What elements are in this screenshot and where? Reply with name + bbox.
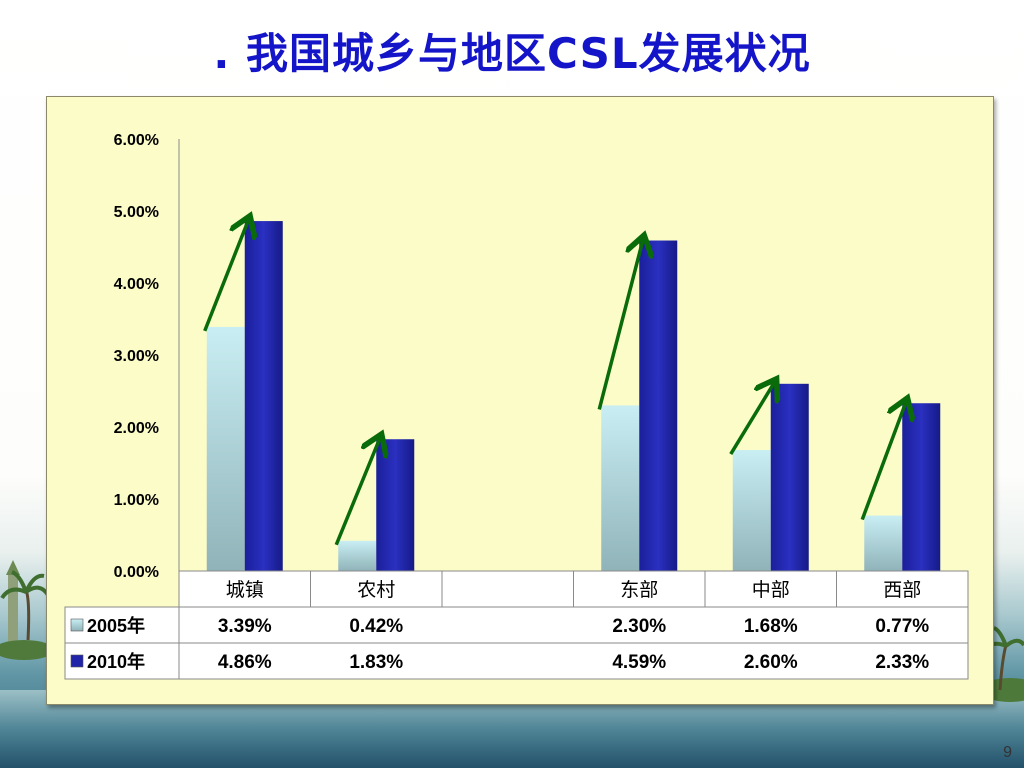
bar-2005: [864, 515, 903, 571]
bar-2005: [601, 405, 640, 571]
bar-2005: [732, 450, 771, 571]
data-value-label: 2.33%: [875, 652, 929, 673]
table-row: [64, 642, 969, 680]
y-tick-label: 1.00%: [114, 492, 159, 509]
data-value-label: 4.86%: [218, 652, 272, 673]
slide-title: . 我国城乡与地区CSL发展状况: [213, 29, 811, 78]
data-value-label: 4.59%: [612, 652, 666, 673]
legend-swatch: [70, 618, 84, 632]
category-label: 农村: [357, 579, 395, 601]
bar-2010: [770, 383, 809, 571]
y-tick-label: 2.00%: [114, 420, 159, 437]
table-row: [64, 606, 969, 644]
data-value-label: 2.30%: [612, 616, 666, 637]
data-value-label: 2.60%: [744, 652, 798, 673]
y-tick-label: 4.00%: [114, 276, 159, 293]
y-tick-label: 6.00%: [114, 132, 159, 149]
data-value-label: 0.42%: [349, 616, 403, 637]
growth-arrow-icon: [203, 219, 249, 332]
data-value-label: 3.39%: [218, 616, 272, 637]
data-value-label: 0.77%: [875, 616, 929, 637]
bar-2005: [338, 540, 377, 571]
bar-chart: 0.00% 1.00% 2.00% 3.00% 4.00% 5.00% 6.00% 城镇 农村 东…: [64, 132, 969, 680]
data-value-label: 1.83%: [349, 652, 403, 673]
legend-label: 2005年: [87, 615, 145, 636]
y-tick-label: 3.00%: [114, 348, 159, 365]
growth-arrow-icon: [334, 437, 380, 546]
category-label: 西部: [883, 579, 921, 601]
bar-2010: [902, 403, 941, 571]
bar-2010: [376, 439, 415, 571]
palm-tree-left-icon: [0, 560, 54, 660]
data-value-label: 1.68%: [744, 616, 798, 637]
bar-2010: [244, 221, 283, 571]
category-label: 中部: [752, 579, 790, 601]
growth-arrow-icon: [860, 401, 906, 521]
category-label: 城镇: [226, 579, 264, 601]
chart-panel: 0.00% 1.00% 2.00% 3.00% 4.00% 5.00% 6.00% 城镇 农村 东…: [46, 96, 994, 705]
legend-label: 2010年: [87, 651, 145, 672]
y-tick-label: 0.00%: [114, 564, 159, 581]
y-tick-label: 5.00%: [114, 204, 159, 221]
growth-arrow-icon: [729, 382, 775, 455]
bar-2010: [639, 240, 678, 571]
legend-swatch: [70, 654, 84, 668]
category-label: 东部: [620, 579, 658, 601]
page-number: 9: [1003, 744, 1012, 761]
growth-arrow-icon: [597, 239, 643, 410]
bar-2005: [206, 326, 245, 571]
